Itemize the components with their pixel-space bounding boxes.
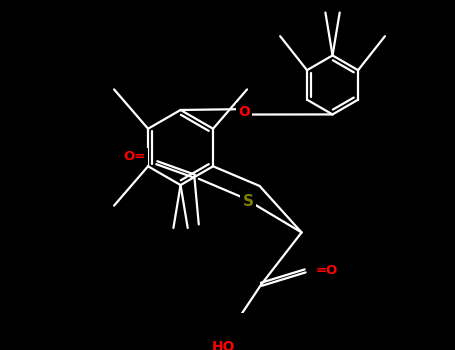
Text: O: O: [238, 105, 250, 119]
Text: =O: =O: [316, 264, 338, 278]
Text: S: S: [243, 194, 253, 209]
Text: O=: O=: [124, 150, 146, 163]
Text: HO: HO: [212, 340, 236, 350]
